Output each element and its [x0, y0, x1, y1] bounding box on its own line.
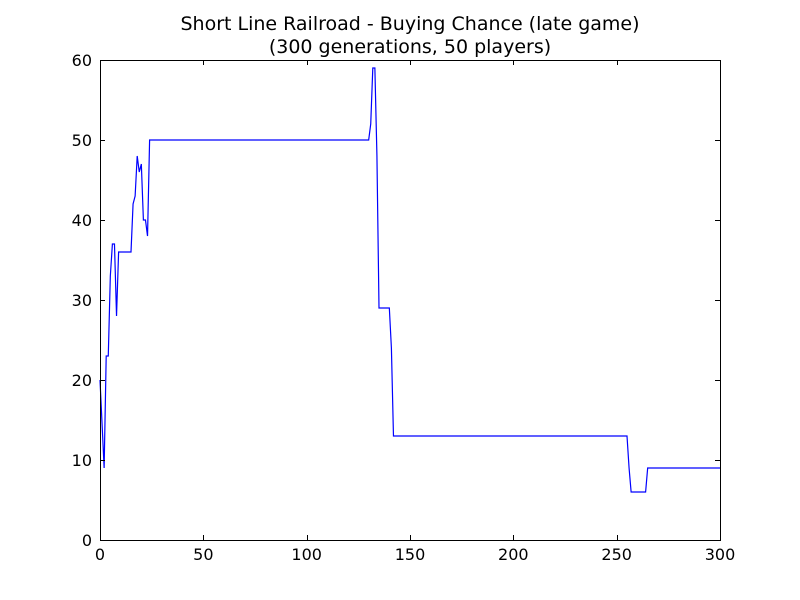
plot-area — [99, 67, 720, 493]
plot-frame — [100, 60, 721, 541]
x-tick-label: 50 — [193, 545, 213, 564]
axis-ticks: 0 50 100 150 200 250 300 0 10 20 30 40 50 60 — [72, 51, 736, 564]
y-tick-label: 50 — [72, 131, 92, 150]
x-tick-label: 150 — [395, 545, 426, 564]
x-tick-label: 300 — [705, 545, 736, 564]
y-tick-label: 20 — [72, 371, 92, 390]
x-tick-label: 200 — [498, 545, 529, 564]
x-tick-label: 100 — [291, 545, 322, 564]
y-tick-label: 0 — [82, 531, 92, 550]
x-tick-label: 250 — [601, 545, 632, 564]
chart-title: Short Line Railroad - Buying Chance (lat… — [180, 13, 640, 35]
y-tick-label: 10 — [72, 451, 92, 470]
series-line — [99, 67, 720, 493]
y-tick-label: 40 — [72, 211, 92, 230]
y-tick-label: 30 — [72, 291, 92, 310]
y-tick-label: 60 — [72, 51, 92, 70]
chart-subtitle: (300 generations, 50 players) — [268, 36, 552, 58]
x-tick-label: 0 — [95, 545, 105, 564]
